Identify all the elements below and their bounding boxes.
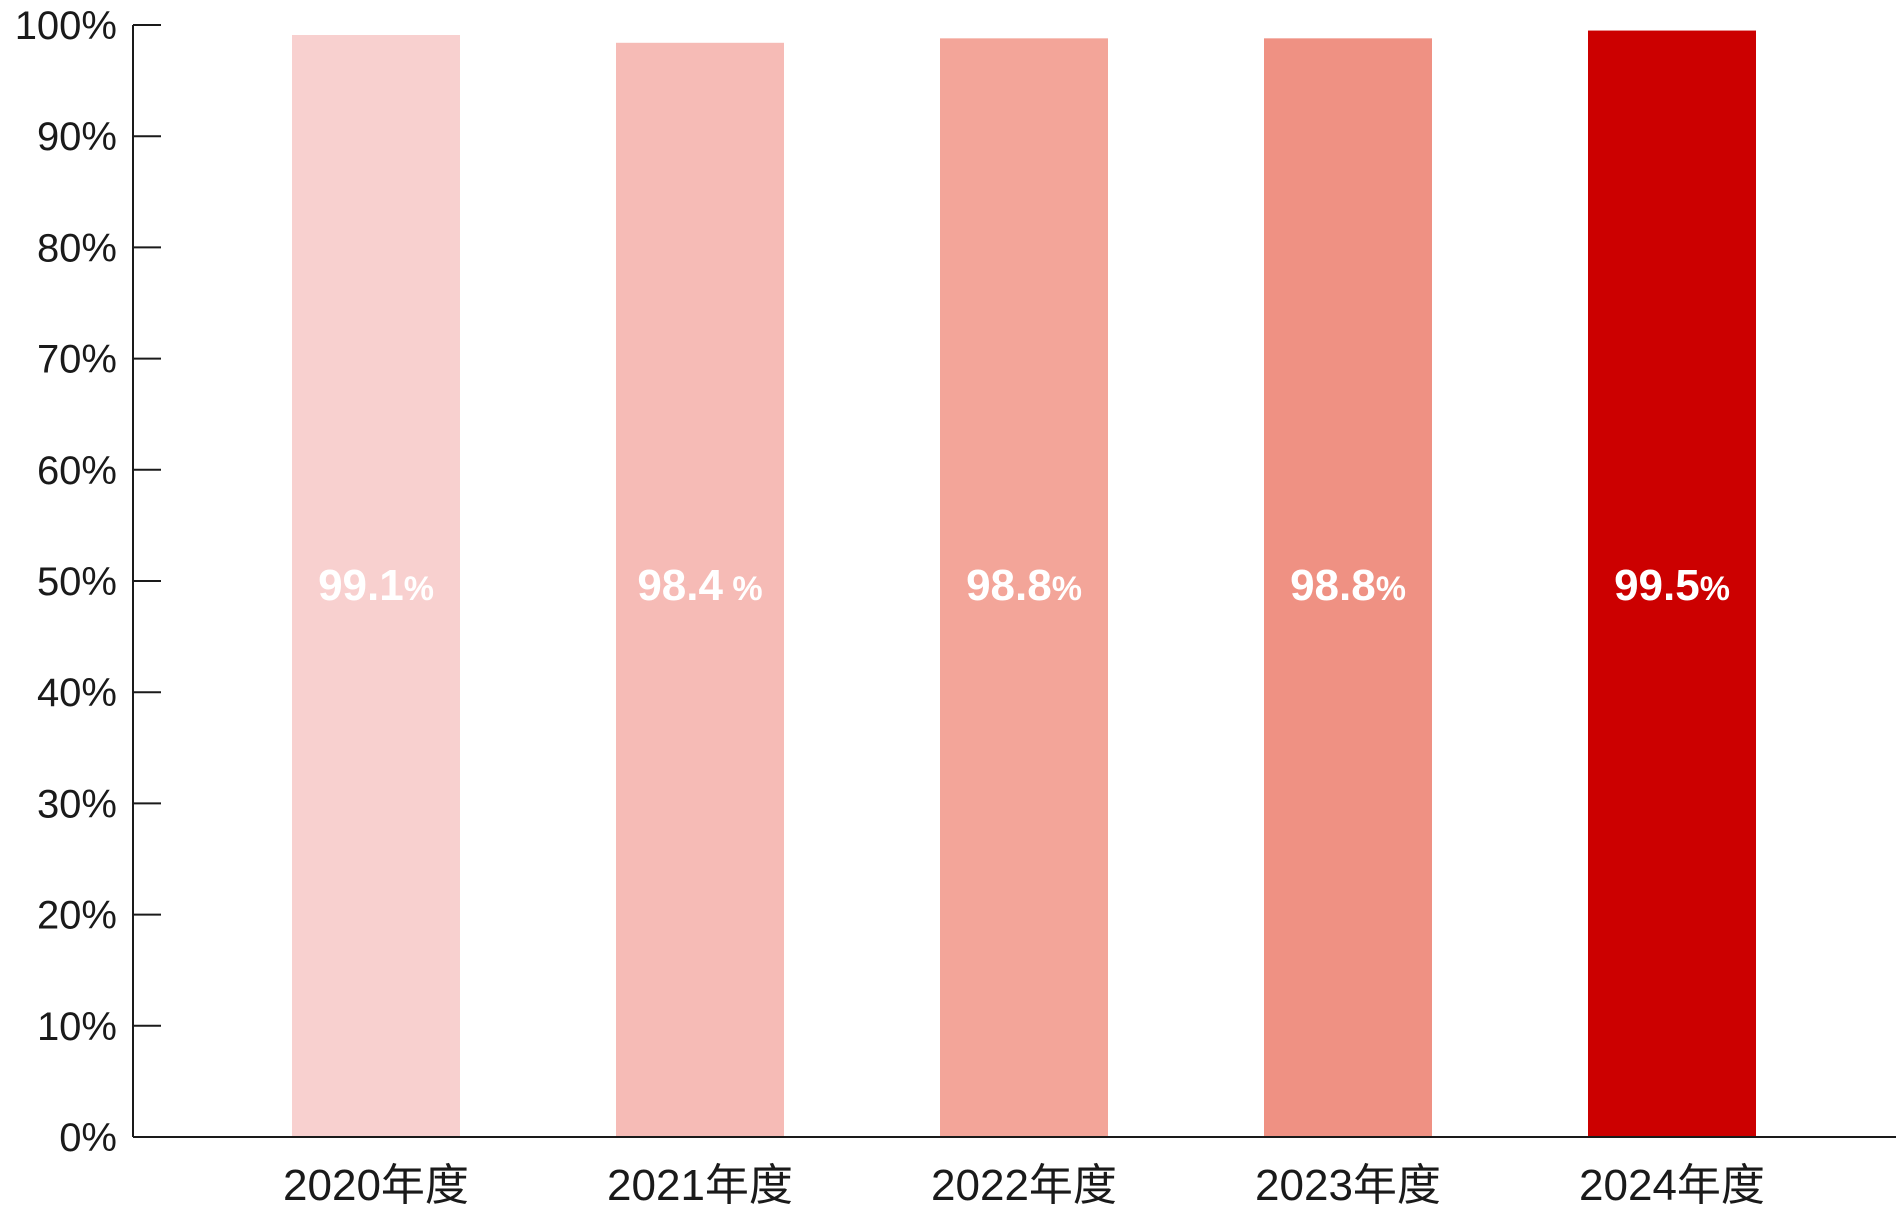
bar [616,42,784,1138]
y-tick-label: 50% [37,560,117,604]
y-tick-label: 0% [59,1116,117,1160]
y-axis-ticks: 0% 10% 20% 30% 40% 50% 60% 70% 80% 90% 100% [15,4,161,1160]
y-tick-label: 80% [37,226,117,270]
data-label: 98.8% [1290,561,1406,610]
data-label: 98.4 % [637,561,762,610]
bars-group [292,30,1756,1138]
data-label-unit: % [723,570,763,608]
x-tick-label: 2021年度 [607,1161,793,1210]
data-label-value: 99.5 [1614,561,1700,610]
data-label-unit: % [404,570,434,608]
bar [940,38,1108,1138]
x-tick-label: 2020年度 [283,1161,469,1210]
x-tick-label: 2023年度 [1255,1161,1441,1210]
data-label: 99.5% [1614,561,1730,610]
data-label-value: 98.8 [1290,561,1376,610]
x-tick-label: 2024年度 [1579,1161,1765,1210]
data-label-value: 98.8 [966,561,1052,610]
data-label-unit: % [1700,570,1730,608]
data-label-value: 99.1 [318,561,404,610]
x-axis-labels: 2020年度 2021年度 2022年度 2023年度 2024年度 [283,1161,1765,1210]
x-tick-label: 2022年度 [931,1161,1117,1210]
bar [292,35,460,1137]
y-tick-label: 20% [37,894,117,938]
y-tick-label: 90% [37,115,117,159]
data-label: 98.8% [966,561,1082,610]
y-tick-label: 10% [37,1005,117,1049]
data-label-unit: % [1376,570,1406,608]
data-label-value: 98.4 [637,561,723,610]
y-tick-label: 30% [37,782,117,826]
bar [1588,30,1756,1137]
y-tick-label: 70% [37,338,117,382]
y-tick-label: 100% [15,4,117,48]
data-labels-group: 99.1% 98.4 % 98.8% 98.8% 99.5% [318,561,1730,610]
y-tick-label: 40% [37,671,117,715]
bar [1264,38,1432,1138]
y-tick-label: 60% [37,449,117,493]
data-label-unit: % [1052,570,1082,608]
data-label: 99.1% [318,561,434,610]
